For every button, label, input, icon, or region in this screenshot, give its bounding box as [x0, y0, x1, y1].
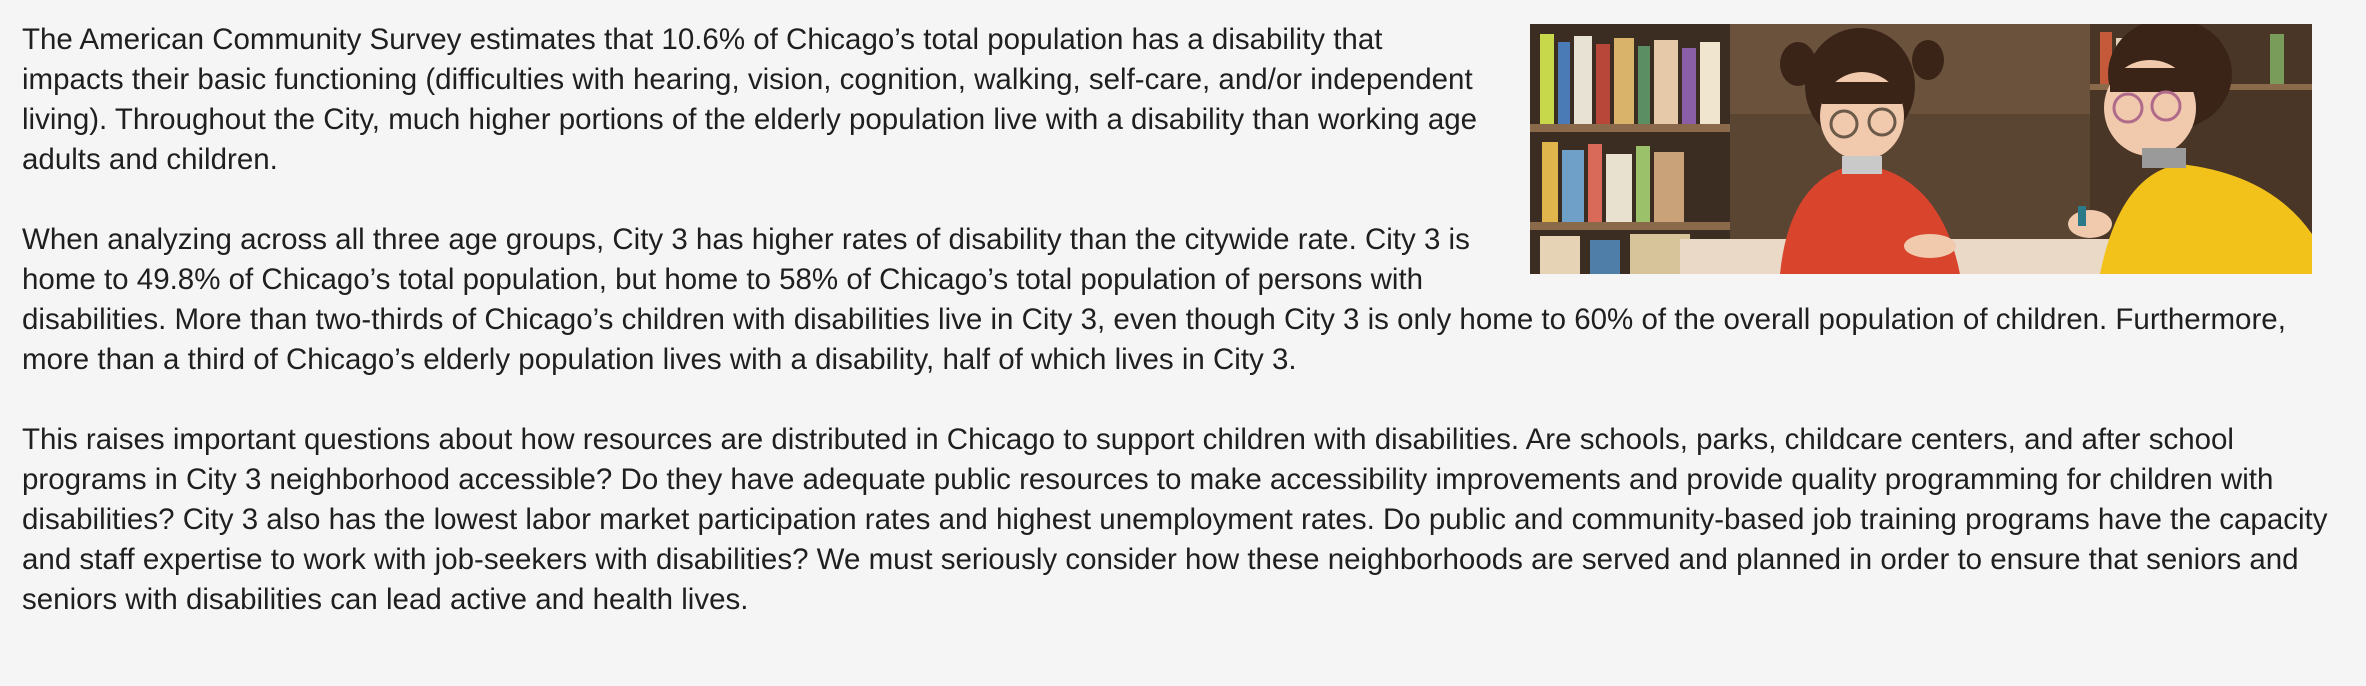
- paragraph-resource-questions: This raises important questions about ho…: [22, 423, 2328, 616]
- children-reading-illustration: [1530, 24, 2312, 274]
- children-reading-photo: [1530, 24, 2312, 274]
- paragraph-disability-estimate: The American Community Survey estimates …: [22, 23, 1478, 176]
- paragraph-city-3-analysis: When analyzing across all three age grou…: [22, 223, 2286, 376]
